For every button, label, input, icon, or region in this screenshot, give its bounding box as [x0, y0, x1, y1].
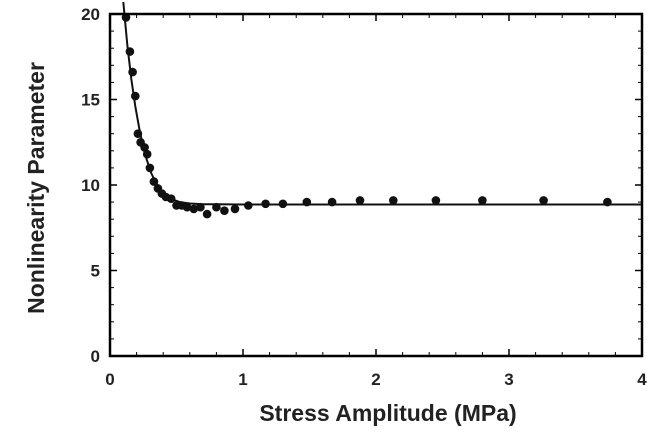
data-point — [327, 197, 337, 207]
x-tick-label: 0 — [105, 370, 114, 389]
x-tick-label: 1 — [238, 370, 247, 389]
x-axis-title: Stress Amplitude (MPa) — [259, 400, 516, 426]
data-point — [389, 196, 398, 205]
data-point — [244, 201, 253, 210]
data-point — [140, 143, 149, 152]
y-tick-label: 0 — [91, 347, 100, 366]
data-point — [220, 206, 229, 215]
data-point — [603, 197, 612, 207]
x-tick-label: 3 — [504, 370, 513, 389]
data-point — [230, 204, 240, 214]
data-point — [202, 209, 212, 219]
data-point — [125, 47, 135, 56]
x-tick-label: 2 — [371, 370, 380, 389]
data-point — [166, 194, 176, 203]
data-point — [278, 199, 288, 209]
data-point — [189, 204, 199, 214]
data-point — [302, 197, 312, 207]
x-tick-label: 4 — [637, 370, 647, 389]
data-point — [196, 202, 205, 212]
data-point — [131, 91, 140, 101]
data-point — [142, 149, 152, 159]
data-point — [478, 196, 487, 205]
y-axis-title: Nonlinearity Parameter — [23, 62, 49, 314]
data-point — [149, 177, 159, 186]
data-point — [182, 202, 192, 212]
data-point — [539, 196, 548, 205]
plot-frame — [108, 12, 644, 358]
y-tick-label: 5 — [91, 262, 100, 281]
y-tick-label: 10 — [81, 176, 100, 195]
tick-labels: 0 1 2 3 4 0 5 10 15 20 — [81, 5, 647, 389]
data-point — [431, 196, 441, 205]
data-point — [261, 199, 270, 209]
data-point — [128, 67, 137, 77]
data-point — [133, 129, 143, 138]
data-point — [355, 196, 365, 205]
y-tick-label: 15 — [81, 91, 100, 110]
marker-layer — [121, 13, 612, 219]
y-tick-label: 20 — [81, 5, 100, 24]
data-point — [212, 202, 221, 212]
data-point — [145, 163, 155, 173]
